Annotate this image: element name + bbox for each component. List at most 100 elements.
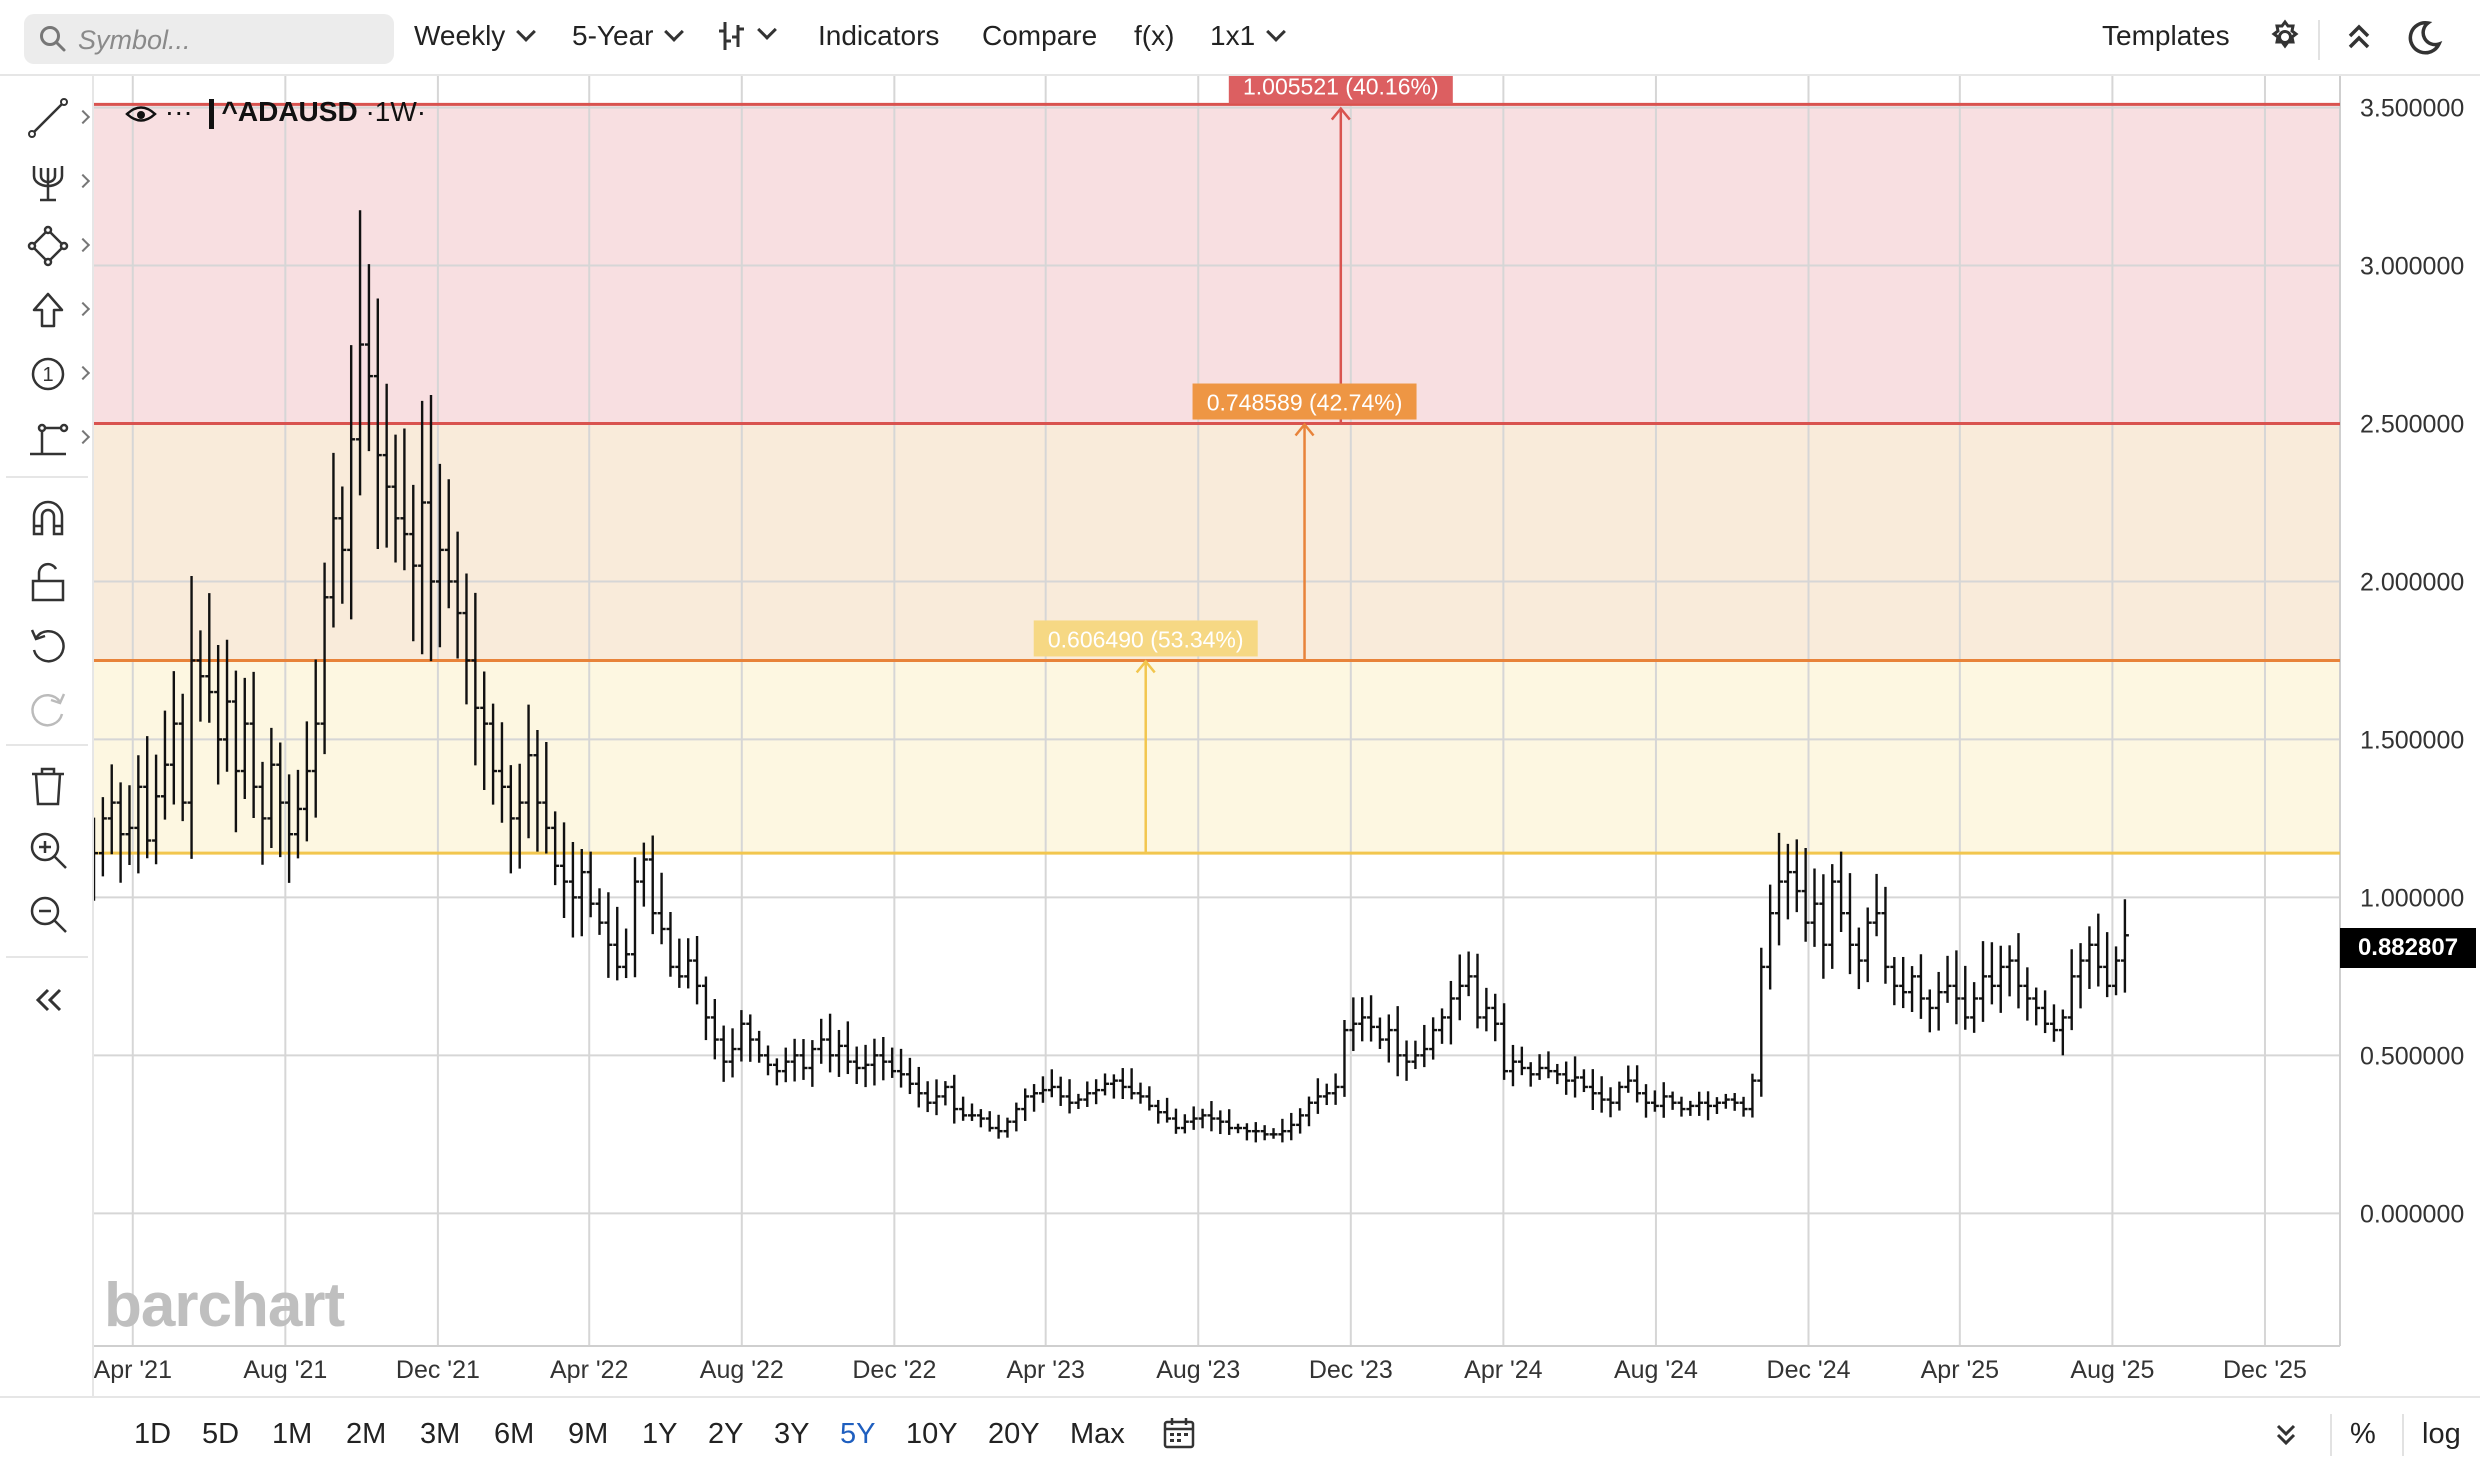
ohlc-bar bbox=[870, 1038, 879, 1086]
moon-icon[interactable] bbox=[2404, 18, 2444, 58]
ohlc-bar bbox=[1234, 1123, 1243, 1134]
interval-dropdown[interactable]: Weekly bbox=[414, 20, 537, 52]
price-chart[interactable]: Apr '21 Aug '21 Dec '21 Apr '22 Aug '22 Dec '… bbox=[90, 67, 2480, 1396]
ohlc-bar bbox=[1313, 1078, 1322, 1114]
expand-arrow-icon[interactable] bbox=[75, 237, 91, 253]
y-tick-label: 3.000000 bbox=[2360, 253, 2464, 281]
log-scale-button[interactable]: log bbox=[2422, 1418, 2461, 1450]
y-tick-label: 2.000000 bbox=[2360, 568, 2464, 596]
expand-arrow-icon[interactable] bbox=[75, 365, 91, 381]
ohlc-bar bbox=[1003, 1117, 1012, 1138]
shapes-icon[interactable] bbox=[26, 224, 70, 268]
ohlc-bar bbox=[134, 755, 143, 874]
ohlc-bar bbox=[1429, 1017, 1438, 1060]
ohlc-bar bbox=[888, 1047, 897, 1078]
range-button-3y[interactable]: 3Y bbox=[774, 1418, 810, 1450]
period-dropdown[interactable]: 5-Year bbox=[572, 20, 685, 52]
layout-dropdown[interactable]: 1x1 bbox=[1210, 20, 1287, 52]
top-toolbar: Weekly 5-Year Indicators Compare f(x) 1x… bbox=[0, 0, 2480, 76]
compare-button[interactable]: Compare bbox=[982, 20, 1098, 51]
expand-arrow-icon[interactable] bbox=[75, 173, 91, 189]
range-button-5y[interactable]: 5Y bbox=[840, 1418, 876, 1450]
range-button-9m[interactable]: 9M bbox=[568, 1418, 609, 1450]
range-button-3m[interactable]: 3M bbox=[420, 1418, 461, 1450]
range-button-1y[interactable]: 1Y bbox=[642, 1418, 678, 1450]
undo-icon[interactable] bbox=[26, 624, 70, 668]
ohlc-bar bbox=[391, 434, 400, 563]
arrow-up-icon[interactable] bbox=[26, 288, 70, 332]
zoom-in-icon[interactable] bbox=[26, 828, 70, 872]
ohlc-bar bbox=[967, 1103, 976, 1121]
x-tick-label: Apr '24 bbox=[1464, 1356, 1543, 1384]
expand-arrow-icon[interactable] bbox=[75, 429, 91, 445]
percent-scale-button[interactable]: % bbox=[2350, 1418, 2376, 1450]
range-button-1d[interactable]: 1D bbox=[134, 1418, 172, 1450]
ohlc-bar bbox=[338, 486, 347, 604]
ohlc-bar bbox=[2085, 926, 2094, 989]
magnet-icon[interactable] bbox=[26, 496, 70, 540]
gear-icon[interactable] bbox=[2266, 18, 2304, 56]
trash-icon[interactable] bbox=[26, 764, 70, 808]
collapse-icon[interactable] bbox=[26, 978, 70, 1022]
ohlc-bar bbox=[1979, 941, 1988, 1022]
ohlc-bar bbox=[1650, 1090, 1659, 1112]
legend-menu[interactable]: ··· bbox=[164, 96, 193, 127]
ohlc-bar bbox=[1642, 1084, 1651, 1118]
eye-icon[interactable] bbox=[125, 103, 157, 125]
ohlc-bar bbox=[1916, 954, 1925, 1019]
range-button-10y[interactable]: 10Y bbox=[906, 1418, 958, 1450]
x-tick-label: Apr '23 bbox=[1006, 1356, 1084, 1384]
trend-line-icon[interactable] bbox=[26, 96, 70, 140]
ohlc-bar bbox=[1056, 1076, 1065, 1106]
unlock-icon[interactable] bbox=[26, 560, 70, 604]
range-button-max[interactable]: Max bbox=[1070, 1418, 1125, 1450]
ohlc-bar bbox=[1535, 1054, 1544, 1080]
range-button-2m[interactable]: 2M bbox=[346, 1418, 387, 1450]
ohlc-bar bbox=[799, 1039, 808, 1080]
ohlc-bar bbox=[1500, 1003, 1509, 1080]
measure-icon[interactable] bbox=[26, 416, 70, 460]
ohlc-bar bbox=[941, 1081, 950, 1106]
ohlc-bar bbox=[1606, 1087, 1615, 1118]
ohlc-bar bbox=[1021, 1088, 1030, 1121]
range-button-5d[interactable]: 5D bbox=[202, 1418, 240, 1450]
ohlc-bar bbox=[1588, 1069, 1597, 1111]
layout-label: 1x1 bbox=[1210, 20, 1256, 51]
ohlc-bar bbox=[1579, 1069, 1588, 1093]
y-tick-label: 0.500000 bbox=[2360, 1042, 2464, 1070]
symbol-search[interactable] bbox=[24, 14, 394, 64]
zoom-out-icon[interactable] bbox=[26, 892, 70, 936]
ohlc-bar bbox=[1854, 927, 1863, 990]
redo-icon[interactable] bbox=[26, 688, 70, 732]
indicators-button[interactable]: Indicators bbox=[818, 20, 940, 51]
number-marker-icon[interactable]: 1 bbox=[26, 352, 70, 396]
symbol-search-input[interactable] bbox=[76, 20, 380, 60]
ohlc-bar bbox=[1925, 989, 1934, 1033]
measure-label-box-yellow[interactable] bbox=[1033, 620, 1258, 657]
double-chevron-down-icon[interactable] bbox=[2270, 1418, 2302, 1450]
double-chevron-up-icon[interactable] bbox=[2340, 18, 2378, 56]
templates-button[interactable]: Templates bbox=[2102, 20, 2230, 51]
range-button-6m[interactable]: 6M bbox=[494, 1418, 535, 1450]
range-button-1m[interactable]: 1M bbox=[272, 1418, 313, 1450]
ohlc-bar bbox=[196, 630, 205, 722]
pitchfork-icon[interactable] bbox=[26, 160, 70, 204]
expand-arrow-icon[interactable] bbox=[75, 301, 91, 317]
chart-type-dropdown[interactable] bbox=[716, 18, 777, 53]
chevron-down-icon bbox=[664, 22, 685, 42]
ohlc-bar bbox=[462, 573, 471, 705]
ohlc-bar bbox=[1615, 1081, 1624, 1111]
fx-button[interactable]: f(x) bbox=[1134, 20, 1175, 51]
ohlc-bar bbox=[2094, 913, 2103, 987]
chart-area[interactable]: Apr '21 Aug '21 Dec '21 Apr '22 Aug '22 Dec '… bbox=[90, 67, 2480, 1396]
calendar-icon[interactable] bbox=[1162, 1416, 1196, 1450]
ohlc-bar bbox=[1890, 957, 1899, 1006]
measure-label-box-orange[interactable] bbox=[1192, 383, 1417, 420]
range-button-2y[interactable]: 2Y bbox=[708, 1418, 744, 1450]
ohlc-bar bbox=[790, 1038, 799, 1082]
ohlc-bar bbox=[1943, 955, 1952, 1003]
ohlc-bar bbox=[2005, 945, 2014, 997]
expand-arrow-icon[interactable] bbox=[75, 109, 91, 125]
range-button-20y[interactable]: 20Y bbox=[988, 1418, 1040, 1450]
ohlc-bar bbox=[1810, 868, 1819, 947]
